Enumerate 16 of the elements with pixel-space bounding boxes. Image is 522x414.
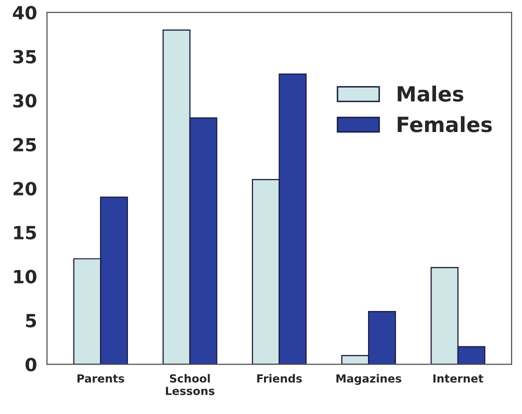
- y-tick-label: 40: [12, 6, 36, 20]
- y-tick-label: 35: [13, 50, 36, 64]
- y-tick-label: 15: [14, 226, 36, 240]
- legend-label: Males: [398, 86, 464, 102]
- y-tick-label: 20: [14, 182, 36, 196]
- x-tick-label: School Lessons: [166, 374, 214, 396]
- y-tick-label: 10: [14, 270, 36, 284]
- x-tick-label: Friends: [257, 374, 302, 383]
- x-tick-label: Magazines: [336, 374, 402, 385]
- x-tick-label: Parents: [78, 374, 124, 383]
- y-tick-label: 30: [13, 94, 36, 108]
- legend-label: Females: [398, 116, 492, 132]
- x-tick-label: Internet: [433, 374, 484, 383]
- y-tick-label: 5: [26, 314, 36, 328]
- y-tick-label: 25: [14, 138, 36, 152]
- y-tick-label: 0: [26, 358, 36, 372]
